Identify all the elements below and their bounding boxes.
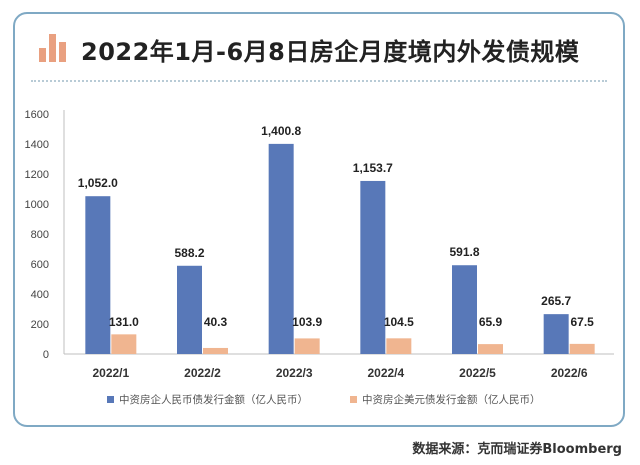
data-label-overseas: 67.5 — [570, 315, 594, 329]
x-tick-label: 2022/4 — [367, 366, 404, 380]
y-tick-label: 1200 — [25, 169, 49, 181]
bar-overseas — [386, 338, 412, 354]
legend-item-domestic-swatch — [107, 396, 114, 403]
legend-item-overseas-swatch — [350, 396, 357, 403]
x-tick-label: 2022/2 — [184, 366, 221, 380]
data-label-overseas: 40.3 — [204, 315, 228, 329]
x-tick-label: 2022/5 — [459, 366, 496, 380]
bar-domestic — [543, 314, 569, 354]
title-row: 2022年1月-6月8日房企月度境内外发债规模 — [15, 14, 623, 74]
legend-item-domestic-label: 中资房企人民币债发行金额（亿人民币） — [119, 393, 308, 406]
bar-overseas — [294, 338, 320, 354]
bar-overseas — [569, 343, 595, 354]
chart-card: 2022年1月-6月8日房企月度境内外发债规模 — [13, 12, 625, 427]
y-tick-label: 1400 — [25, 139, 49, 151]
y-tick-label: 600 — [31, 259, 49, 271]
data-label-overseas: 104.5 — [384, 315, 414, 329]
bar-overseas — [203, 347, 228, 354]
bar-overseas — [478, 344, 503, 354]
y-tick-label: 800 — [31, 229, 49, 241]
x-tick-label: 2022/1 — [92, 366, 129, 380]
source-note: 数据来源：克而瑞证券Bloomberg — [412, 442, 622, 457]
y-tick-label: 0 — [43, 349, 49, 361]
data-label-domestic: 1,052.0 — [78, 176, 118, 190]
bar-domestic — [85, 196, 111, 354]
y-tick-label: 1000 — [25, 199, 49, 211]
bar-domestic — [360, 180, 386, 354]
x-tick-label: 2022/3 — [276, 366, 313, 380]
y-tick-label: 200 — [31, 319, 49, 331]
bar-overseas — [111, 334, 137, 354]
y-tick-label: 1600 — [25, 109, 49, 121]
bar-chart-icon — [39, 34, 66, 62]
data-label-domestic: 1,400.8 — [261, 124, 301, 138]
data-label-overseas: 131.0 — [109, 315, 139, 329]
data-label-overseas: 65.9 — [479, 315, 503, 329]
chart-title: 2022年1月-6月8日房企月度境内外发债规模 — [81, 38, 580, 66]
title-divider — [31, 80, 607, 82]
legend-item-overseas-label: 中资房企美元债发行金额（亿人民币） — [362, 393, 541, 406]
data-label-domestic: 591.8 — [449, 245, 479, 259]
x-tick-label: 2022/6 — [551, 366, 588, 380]
bar-domestic — [177, 265, 202, 354]
bar-domestic — [268, 143, 294, 354]
bar-domestic — [452, 265, 477, 354]
data-label-overseas: 103.9 — [292, 315, 322, 329]
data-label-domestic: 1,153.7 — [353, 161, 393, 175]
data-label-domestic: 588.2 — [174, 246, 204, 260]
data-label-domestic: 265.7 — [541, 294, 571, 308]
y-tick-label: 400 — [31, 289, 49, 301]
